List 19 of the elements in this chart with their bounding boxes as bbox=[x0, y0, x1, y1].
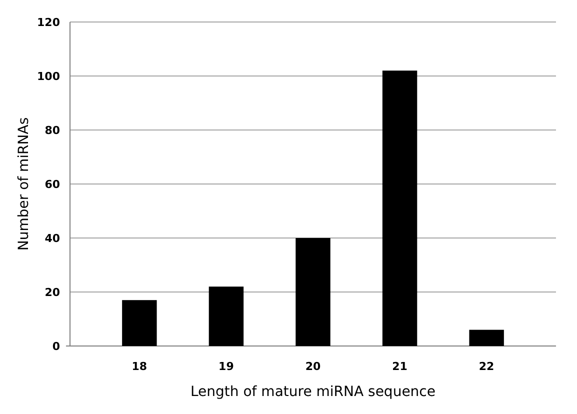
y-axis-title: Number of miRNAs bbox=[16, 117, 32, 251]
y-tick-label: 0 bbox=[52, 340, 60, 353]
bar bbox=[382, 70, 418, 346]
x-axis-title: Length of mature miRNA sequence bbox=[190, 384, 436, 400]
y-tick-label: 20 bbox=[44, 286, 60, 299]
bar bbox=[208, 286, 244, 346]
bar bbox=[122, 300, 157, 346]
x-tick-label: 19 bbox=[218, 360, 234, 373]
x-tick-label: 18 bbox=[132, 360, 148, 373]
bar bbox=[296, 238, 330, 346]
y-tick-label: 80 bbox=[44, 124, 60, 137]
x-tick-label: 22 bbox=[478, 360, 494, 373]
x-tick-label: 20 bbox=[305, 360, 321, 373]
y-tick-label: 40 bbox=[44, 232, 60, 245]
y-tick-label: 60 bbox=[44, 178, 60, 191]
y-tick-label: 100 bbox=[37, 70, 60, 83]
x-tick-label: 21 bbox=[392, 360, 408, 373]
y-tick-label: 120 bbox=[37, 16, 60, 29]
bar bbox=[469, 330, 504, 346]
